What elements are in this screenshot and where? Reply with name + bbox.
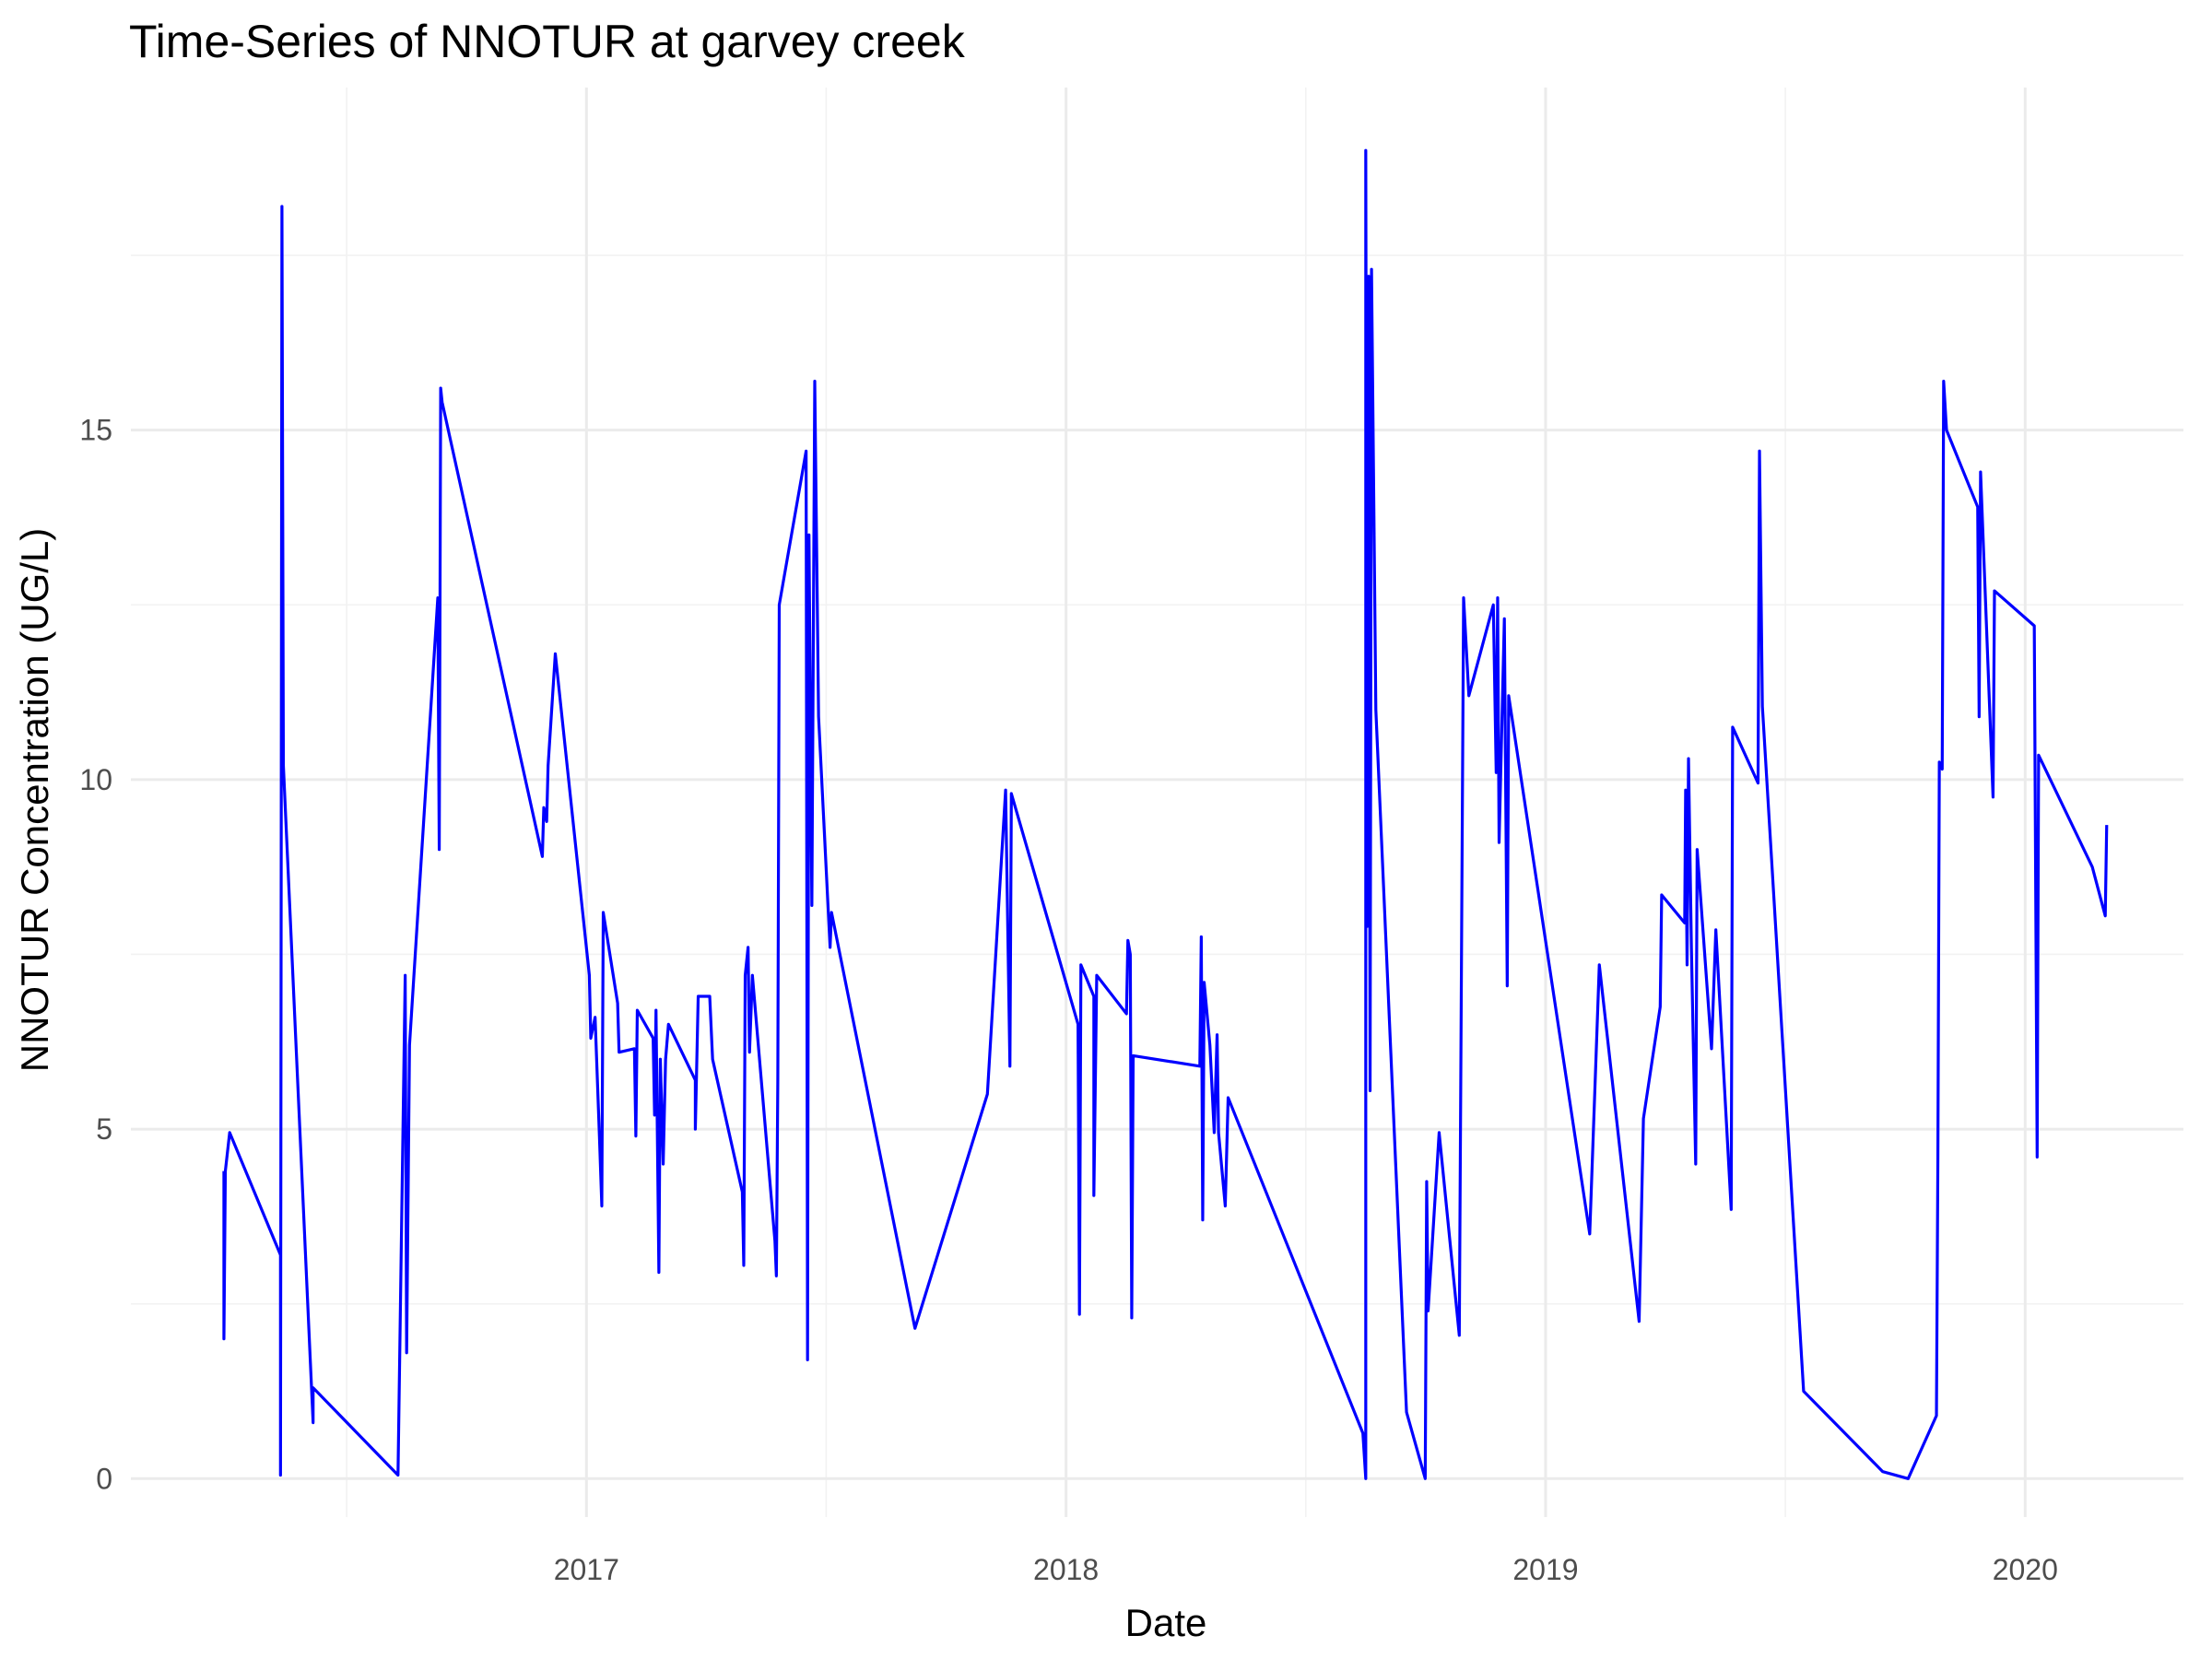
x-tick-label: 2018: [1033, 1553, 1099, 1586]
y-tick-label: 15: [79, 414, 112, 447]
x-tick-label: 2020: [1993, 1553, 2058, 1586]
y-tick-label: 0: [96, 1462, 112, 1495]
y-tick-label: 10: [79, 763, 112, 796]
marks: [222, 148, 2109, 1480]
grid: 2017 2018 2019 2020 0 5 10 15: [79, 88, 2183, 1586]
x-axis-title: Date: [1125, 1601, 1207, 1644]
x-tick-label: 2019: [1512, 1553, 1578, 1586]
data-line: [222, 148, 2109, 1480]
x-tick-label: 2017: [554, 1553, 619, 1586]
y-axis-title: NNOTUR Concentration (UG/L): [13, 528, 56, 1072]
y-tick-label: 5: [96, 1112, 112, 1146]
chart-title: Time-Series of NNOTUR at garvey creek: [129, 16, 966, 67]
